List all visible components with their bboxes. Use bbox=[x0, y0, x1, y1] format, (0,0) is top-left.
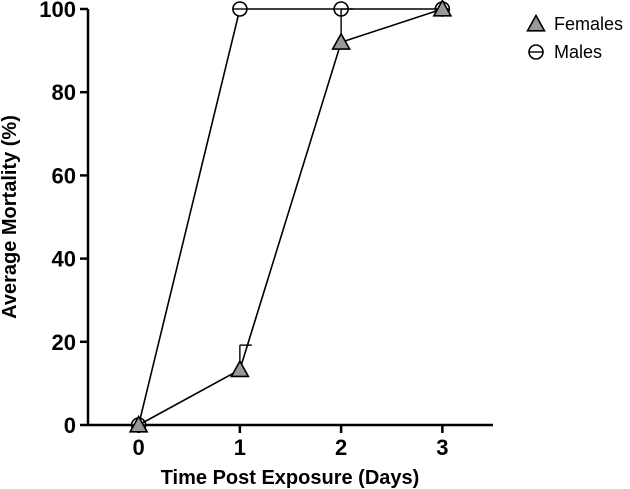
data-point bbox=[128, 414, 149, 433]
legend-label: Males bbox=[554, 42, 602, 62]
y-tick-label: 100 bbox=[39, 0, 76, 22]
y-ticks: 0 20 40 60 80 100 bbox=[39, 0, 88, 438]
data-point bbox=[230, 359, 250, 378]
x-tick-label: 2 bbox=[335, 435, 347, 460]
triangle-icon bbox=[526, 13, 546, 32]
legend-item: Females bbox=[526, 13, 623, 34]
x-tick-label: 1 bbox=[234, 435, 246, 460]
x-tick-label: 0 bbox=[133, 435, 145, 460]
series-line bbox=[138, 8, 443, 426]
data-point bbox=[331, 32, 351, 50]
circle-icon bbox=[528, 44, 544, 60]
series-line bbox=[137, 8, 443, 426]
data-point bbox=[232, 1, 248, 17]
legend-label: Females bbox=[554, 14, 623, 34]
axes bbox=[86, 9, 493, 427]
data-point bbox=[432, 0, 453, 17]
x-ticks: 0 1 2 3 bbox=[133, 425, 449, 460]
x-axis-title: Time Post Exposure (Days) bbox=[161, 467, 420, 489]
series-females bbox=[128, 0, 453, 433]
y-tick-label: 60 bbox=[52, 163, 76, 188]
x-tick-label: 3 bbox=[436, 435, 448, 460]
y-tick-label: 80 bbox=[52, 80, 76, 105]
legend-item: Males bbox=[528, 42, 602, 62]
series-layer bbox=[128, 0, 453, 433]
y-tick-label: 0 bbox=[64, 413, 76, 438]
y-tick-label: 40 bbox=[52, 247, 76, 272]
y-tick-label: 20 bbox=[52, 330, 76, 355]
y-axis-title: Average Mortality (%) bbox=[0, 115, 21, 319]
legend: Females Males bbox=[526, 13, 623, 62]
series-males bbox=[130, 1, 451, 433]
